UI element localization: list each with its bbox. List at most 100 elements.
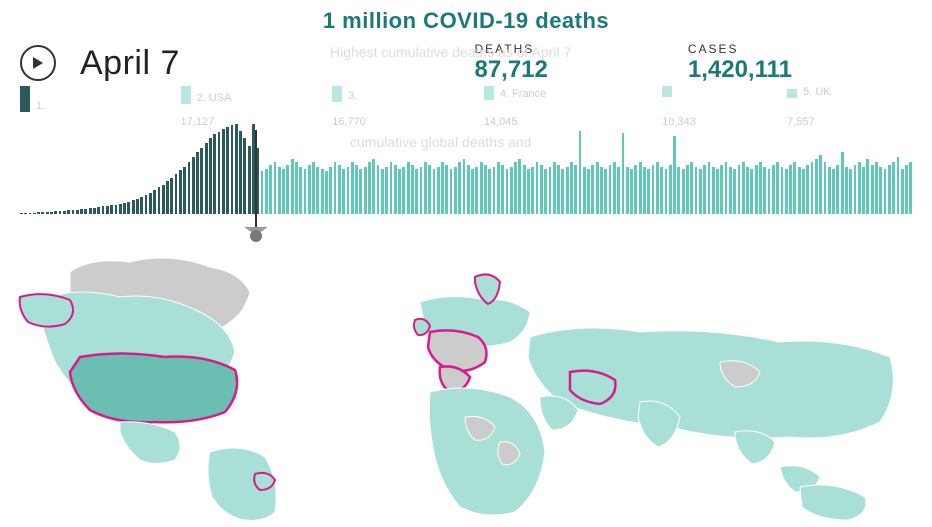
chart-bar bbox=[695, 167, 698, 214]
chart-bar bbox=[604, 169, 607, 214]
chart-bar bbox=[347, 167, 350, 214]
stat-cases: CASES 1,420,111 bbox=[688, 42, 792, 84]
chart-bar bbox=[690, 162, 693, 214]
chart-bar bbox=[304, 169, 307, 214]
rank-label: 3. bbox=[348, 90, 357, 102]
chart-bar bbox=[67, 210, 70, 214]
rank-label: 5. UK bbox=[803, 86, 831, 98]
chart-bar bbox=[84, 209, 87, 214]
chart-bar bbox=[63, 211, 66, 214]
chart-bar bbox=[720, 165, 723, 214]
chart-bar bbox=[308, 165, 311, 214]
chart-bar bbox=[433, 169, 436, 214]
timeline-marker[interactable] bbox=[255, 130, 257, 230]
play-button[interactable] bbox=[20, 45, 56, 81]
chart-bar bbox=[759, 162, 762, 214]
deaths-label: DEATHS bbox=[474, 42, 547, 56]
chart-bar bbox=[441, 162, 444, 214]
rank-bar bbox=[20, 86, 30, 112]
chart-bar bbox=[209, 138, 212, 214]
rank-label: 2. USA bbox=[197, 92, 232, 104]
chart-bar bbox=[175, 174, 178, 214]
map-uk[interactable] bbox=[414, 319, 430, 335]
chart-bar bbox=[235, 124, 238, 214]
chart-bar bbox=[647, 169, 650, 214]
chart-bar bbox=[278, 167, 281, 214]
chart-bar bbox=[879, 167, 882, 214]
chart-bar bbox=[136, 199, 139, 214]
chart-bar bbox=[836, 165, 839, 214]
current-date: April 7 bbox=[80, 44, 180, 83]
map-mexico bbox=[120, 422, 180, 464]
chart-bar bbox=[93, 208, 96, 214]
chart-bar bbox=[536, 162, 539, 214]
chart-bar bbox=[793, 162, 796, 214]
chart-bar bbox=[119, 204, 122, 214]
chart-bar bbox=[420, 167, 423, 214]
chart-bar bbox=[226, 127, 229, 214]
chart-bar bbox=[200, 148, 203, 214]
chart-bar bbox=[746, 167, 749, 214]
chart-bar bbox=[377, 165, 380, 214]
rank-item: 3.16,770 bbox=[332, 86, 357, 102]
chart-bar bbox=[102, 206, 105, 214]
chart-bar bbox=[239, 131, 242, 214]
chart-bar bbox=[188, 162, 191, 214]
chart-bar bbox=[445, 165, 448, 214]
chart-bar bbox=[682, 169, 685, 214]
chart-bar bbox=[115, 205, 118, 214]
chart-bar bbox=[29, 213, 32, 214]
chart-bar bbox=[849, 169, 852, 214]
rank-item: 10,343 bbox=[662, 86, 678, 97]
chart-bar bbox=[123, 203, 126, 214]
chart-bar bbox=[626, 167, 629, 214]
chart-bar bbox=[527, 169, 530, 214]
chart-bar bbox=[523, 165, 526, 214]
chart-bar bbox=[828, 167, 831, 214]
chart-bar bbox=[196, 152, 199, 214]
map-alaska[interactable] bbox=[20, 294, 73, 326]
chart-bar bbox=[660, 167, 663, 214]
chart-bar bbox=[458, 162, 461, 214]
chart-bar bbox=[806, 165, 809, 214]
chart-bar bbox=[677, 167, 680, 214]
chart-bar bbox=[557, 165, 560, 214]
chart-bar bbox=[402, 167, 405, 214]
chart-bar bbox=[80, 209, 83, 214]
chart-bar bbox=[729, 167, 732, 214]
map-western-europe[interactable] bbox=[428, 330, 486, 371]
map-usa[interactable] bbox=[70, 354, 237, 423]
chart-bar bbox=[583, 167, 586, 214]
timeline-chart[interactable]: cumulative global deaths and bbox=[20, 124, 912, 224]
chart-bar bbox=[832, 169, 835, 214]
world-map[interactable] bbox=[0, 242, 932, 522]
chart-bar bbox=[669, 165, 672, 214]
chart-bar bbox=[506, 169, 509, 214]
chart-bar bbox=[884, 169, 887, 214]
cases-label: CASES bbox=[688, 42, 792, 56]
chart-bar bbox=[488, 169, 491, 214]
chart-bar bbox=[231, 125, 234, 214]
chart-bar bbox=[501, 165, 504, 214]
chart-bar bbox=[205, 143, 208, 214]
chart-bar bbox=[248, 146, 251, 214]
chart-bar bbox=[785, 169, 788, 214]
chart-bar bbox=[282, 169, 285, 214]
chart-bar bbox=[110, 205, 113, 214]
chart-bar bbox=[59, 211, 62, 214]
chart-bar bbox=[755, 165, 758, 214]
rank-item: 4. France14,045 bbox=[484, 86, 546, 100]
rank-item: 2. USA17,127 bbox=[181, 86, 232, 104]
chart-bar bbox=[742, 162, 745, 214]
chart-bar bbox=[428, 165, 431, 214]
play-icon bbox=[31, 56, 45, 70]
rank-item: 5. UK7,557 bbox=[787, 86, 831, 98]
chart-bar bbox=[424, 162, 427, 214]
map-australia bbox=[800, 485, 866, 520]
chart-bar bbox=[617, 167, 620, 214]
chart-bar bbox=[222, 129, 225, 214]
chart-bar bbox=[763, 167, 766, 214]
chart-bar bbox=[33, 213, 36, 214]
chart-bar bbox=[381, 169, 384, 214]
chart-bar bbox=[351, 162, 354, 214]
